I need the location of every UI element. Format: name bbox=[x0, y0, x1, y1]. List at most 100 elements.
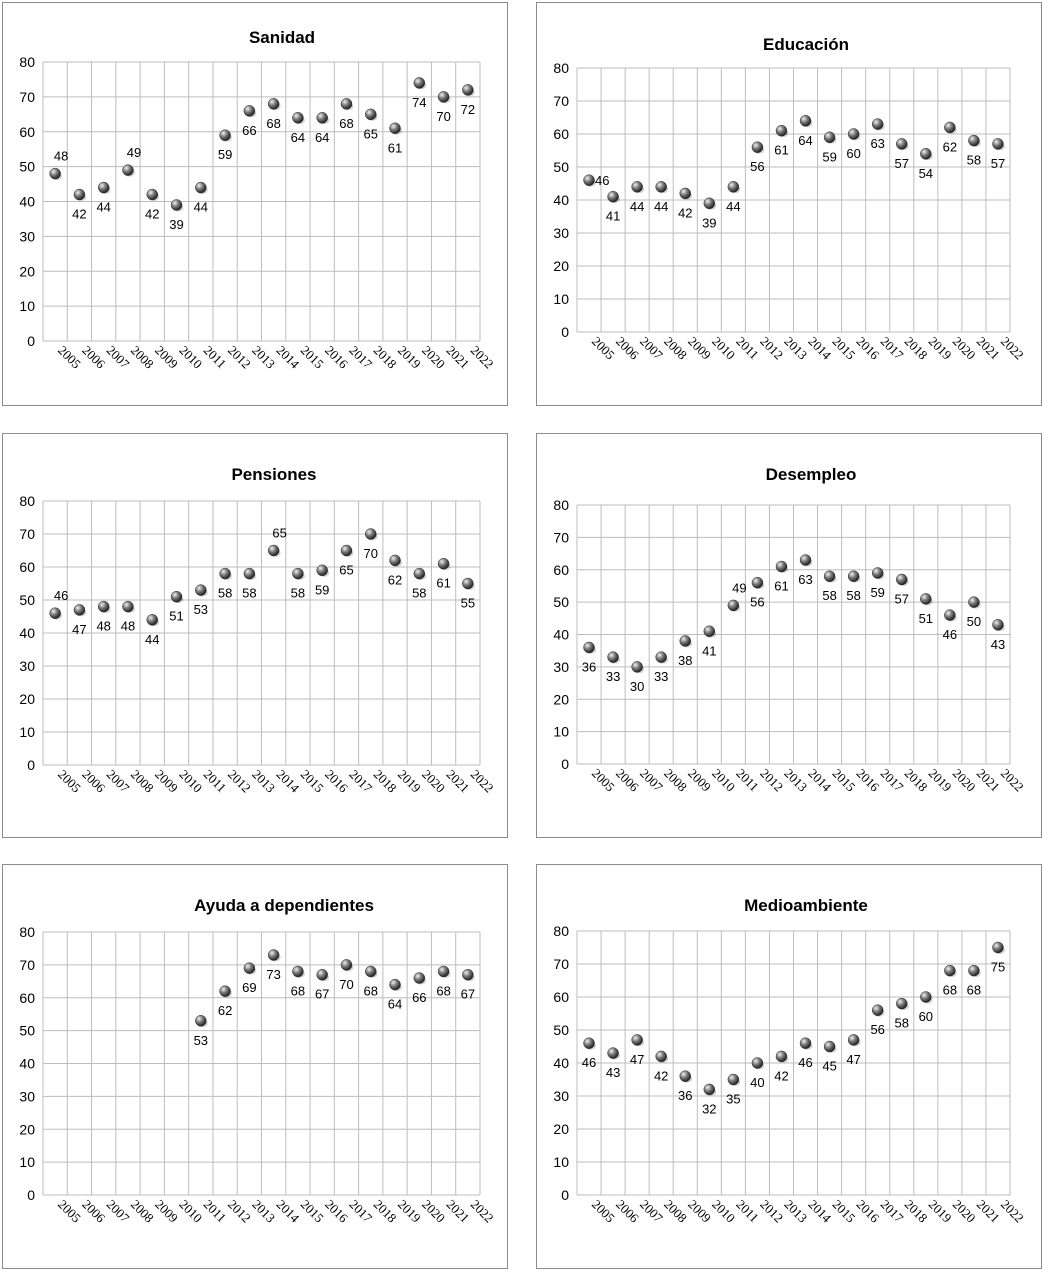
data-point bbox=[73, 188, 86, 201]
data-label: 36 bbox=[678, 1088, 692, 1103]
data-point bbox=[896, 997, 908, 1010]
x-tick-label: 2014 bbox=[274, 343, 303, 372]
data-point bbox=[871, 1004, 884, 1016]
data-label: 42 bbox=[72, 207, 86, 222]
data-point bbox=[413, 77, 426, 89]
data-point bbox=[679, 635, 691, 647]
x-tick-label: 2012 bbox=[225, 1197, 254, 1226]
data-point bbox=[703, 1083, 716, 1096]
x-tick-label: 2021 bbox=[974, 334, 1003, 363]
y-tick-label: 60 bbox=[553, 126, 569, 142]
data-point bbox=[823, 570, 836, 582]
chart-panel-pensiones: Pensiones 0 10 20 30 40 50 60 70 80 2005 2006 2007 20… bbox=[2, 433, 508, 838]
data-label: 44 bbox=[194, 200, 208, 215]
data-point bbox=[775, 560, 788, 573]
data-label: 64 bbox=[315, 130, 329, 145]
x-tick-label: 2007 bbox=[104, 1197, 133, 1226]
y-tick-label: 0 bbox=[561, 1187, 569, 1203]
data-label: 48 bbox=[54, 149, 68, 164]
x-tick-label: 2020 bbox=[419, 343, 448, 372]
data-label: 58 bbox=[895, 1016, 909, 1031]
y-tick-label: 80 bbox=[553, 923, 569, 939]
data-point bbox=[896, 138, 908, 150]
y-tick-label: 60 bbox=[19, 990, 35, 1006]
x-tick-label: 2022 bbox=[998, 334, 1027, 363]
x-tick-label: 2005 bbox=[589, 1197, 618, 1226]
data-label: 30 bbox=[630, 679, 644, 694]
x-tick-label: 2011 bbox=[733, 334, 762, 363]
data-label: 46 bbox=[943, 627, 957, 642]
data-point bbox=[751, 141, 764, 153]
chart-title: Desempleo bbox=[766, 465, 857, 484]
x-tick-label: 2016 bbox=[854, 1197, 883, 1226]
data-label: 75 bbox=[991, 960, 1005, 975]
data-point bbox=[267, 949, 280, 961]
data-point bbox=[631, 661, 643, 673]
y-tick-label: 50 bbox=[19, 592, 35, 608]
data-label: 57 bbox=[895, 591, 909, 606]
data-point bbox=[944, 609, 956, 621]
data-label: 58 bbox=[846, 588, 860, 603]
y-tick-label: 50 bbox=[553, 594, 569, 610]
x-tick-label: 2007 bbox=[637, 334, 666, 363]
data-point bbox=[655, 651, 667, 663]
y-tick-label: 60 bbox=[553, 562, 569, 578]
x-tick-label: 2018 bbox=[371, 767, 400, 796]
x-tick-label: 2010 bbox=[709, 1197, 738, 1226]
data-point bbox=[968, 134, 980, 147]
x-tick-label: 2008 bbox=[661, 1197, 690, 1226]
data-point bbox=[195, 584, 207, 596]
data-point bbox=[944, 964, 956, 977]
data-point bbox=[316, 564, 328, 577]
data-label: 46 bbox=[595, 173, 609, 188]
y-tick-label: 60 bbox=[19, 559, 35, 575]
data-point bbox=[727, 599, 740, 612]
data-label: 61 bbox=[388, 140, 402, 155]
data-label: 65 bbox=[339, 563, 353, 578]
data-label: 43 bbox=[991, 637, 1005, 652]
data-label: 58 bbox=[242, 586, 256, 601]
data-point bbox=[195, 181, 207, 194]
x-tick-label: 2016 bbox=[322, 1197, 351, 1226]
data-label: 59 bbox=[218, 147, 232, 162]
y-tick-label: 80 bbox=[553, 60, 569, 76]
data-label: 68 bbox=[364, 983, 378, 998]
x-tick-label: 2020 bbox=[950, 766, 979, 795]
data-point bbox=[871, 118, 884, 130]
data-label: 62 bbox=[218, 1003, 232, 1018]
data-point bbox=[365, 108, 377, 121]
y-tick-label: 0 bbox=[27, 757, 35, 773]
x-tick-label: 2022 bbox=[468, 343, 497, 372]
chart-title: Ayuda a dependientes bbox=[194, 896, 374, 915]
data-point bbox=[97, 181, 110, 194]
data-label: 48 bbox=[96, 619, 110, 634]
data-label: 47 bbox=[72, 622, 86, 637]
y-tick-label: 20 bbox=[553, 258, 569, 274]
data-label: 51 bbox=[169, 609, 183, 624]
x-tick-label: 2008 bbox=[128, 767, 157, 796]
data-label: 57 bbox=[895, 156, 909, 171]
x-tick-label: 2020 bbox=[419, 1197, 448, 1226]
data-label: 70 bbox=[436, 109, 450, 124]
data-point bbox=[316, 968, 328, 981]
data-label: 38 bbox=[678, 653, 692, 668]
data-label: 51 bbox=[919, 611, 933, 626]
data-label: 59 bbox=[315, 582, 329, 597]
data-label: 58 bbox=[412, 586, 426, 601]
data-point bbox=[146, 188, 158, 201]
data-label: 42 bbox=[678, 205, 692, 220]
x-tick-label: 2016 bbox=[854, 334, 883, 363]
data-label: 69 bbox=[242, 980, 256, 995]
data-point bbox=[437, 91, 450, 103]
x-tick-label: 2021 bbox=[974, 1197, 1003, 1226]
data-label: 72 bbox=[461, 102, 475, 117]
x-tick-label: 2008 bbox=[661, 334, 690, 363]
x-tick-label: 2019 bbox=[395, 1197, 424, 1226]
x-tick-label: 2018 bbox=[902, 766, 931, 795]
x-tick-label: 2019 bbox=[926, 1197, 955, 1226]
y-tick-label: 70 bbox=[19, 89, 35, 105]
data-label: 44 bbox=[654, 199, 668, 214]
data-label: 56 bbox=[750, 595, 764, 610]
data-point bbox=[146, 614, 158, 626]
data-label: 42 bbox=[145, 207, 159, 222]
